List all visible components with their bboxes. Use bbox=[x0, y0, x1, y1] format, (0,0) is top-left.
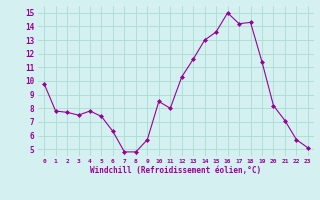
X-axis label: Windchill (Refroidissement éolien,°C): Windchill (Refroidissement éolien,°C) bbox=[91, 166, 261, 175]
